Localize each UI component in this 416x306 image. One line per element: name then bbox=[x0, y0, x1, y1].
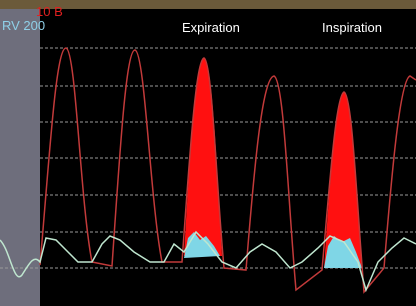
left-panel bbox=[0, 9, 40, 306]
page: 10 B RV 200 Expiration Inspiration (() =… bbox=[0, 0, 416, 306]
rv-scale-label: RV 200 bbox=[2, 18, 45, 33]
pressure-tracing: 10 B RV 200 Expiration Inspiration bbox=[0, 0, 416, 306]
lv-scale-label: 10 B bbox=[36, 4, 63, 19]
expiration-label: Expiration bbox=[182, 20, 240, 35]
inspiration-label: Inspiration bbox=[322, 20, 382, 35]
